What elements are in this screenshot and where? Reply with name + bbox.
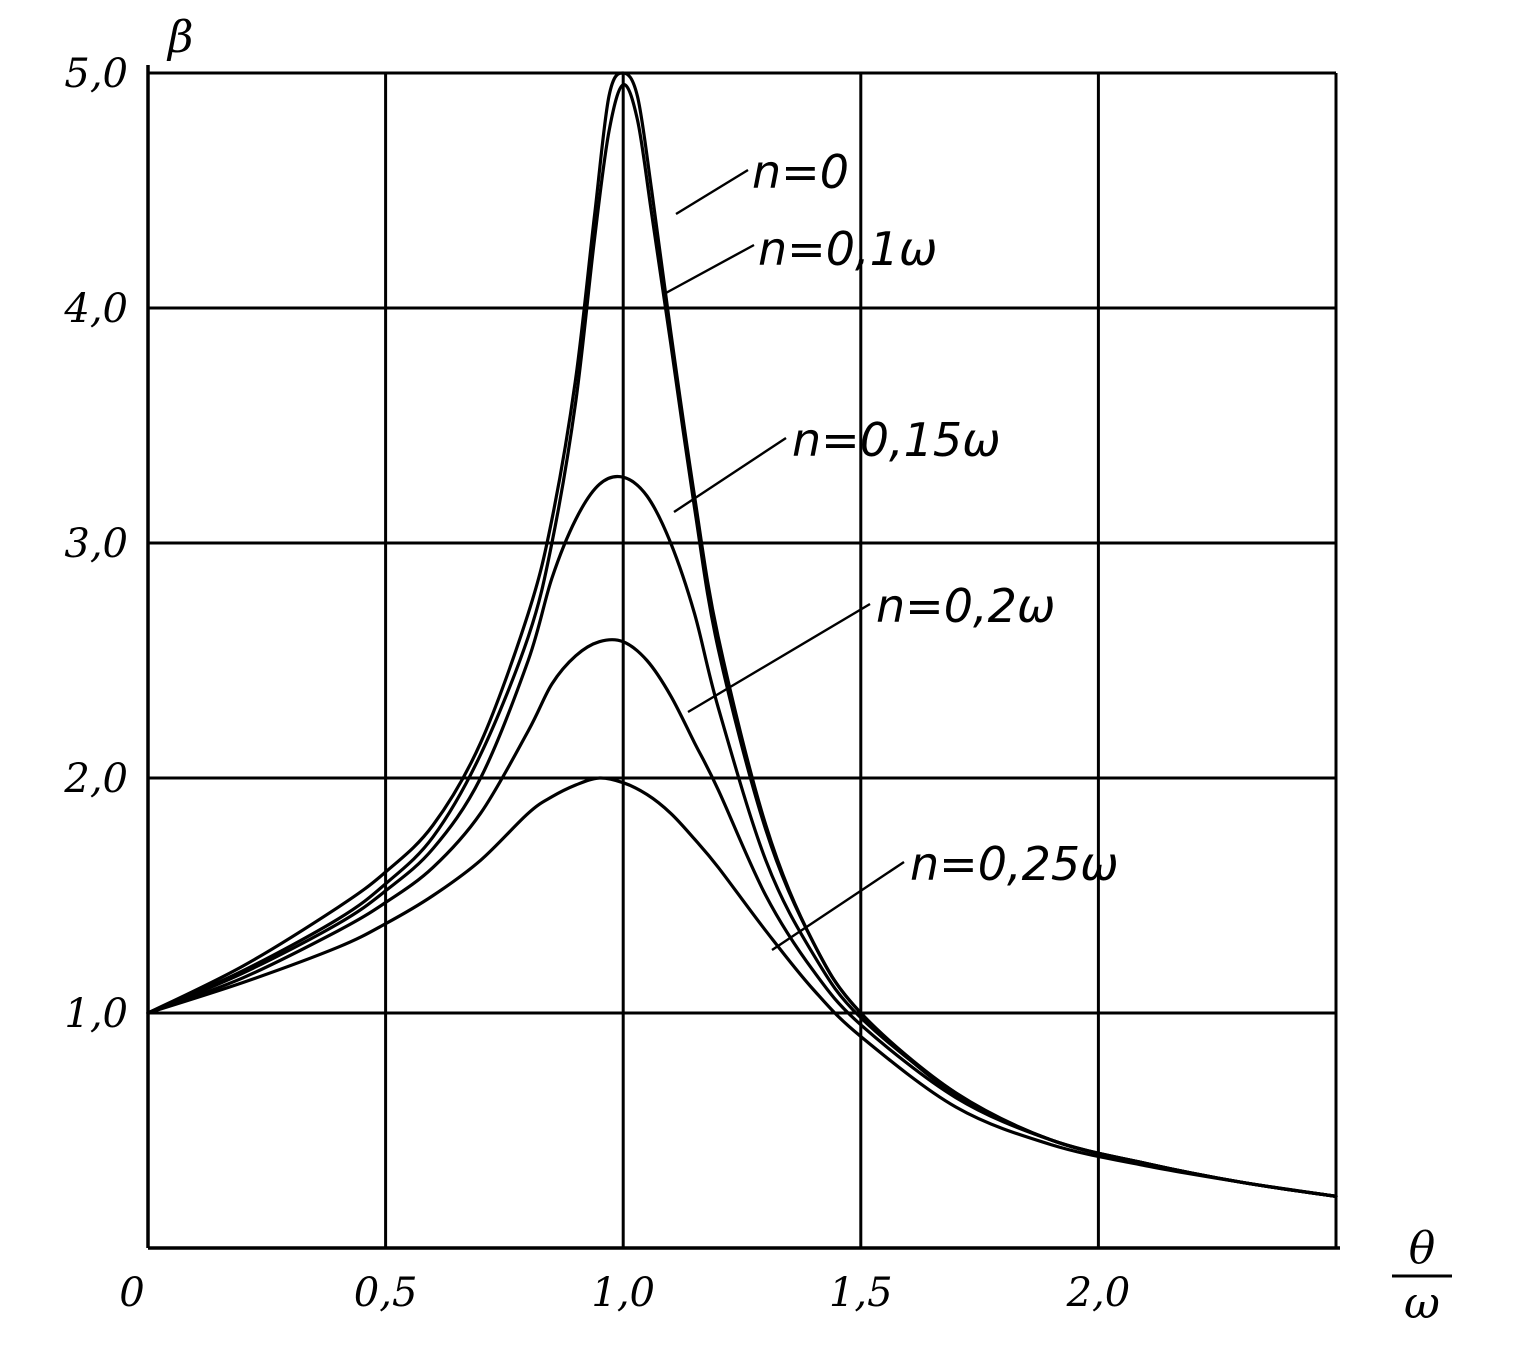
- tick-labels: 1,0 2,0 3,0 4,0 5,0 0 0,5 1,0 1,5 2,0: [63, 51, 1130, 1316]
- series-label-4: n=0,2ω: [876, 579, 1055, 633]
- curves: [146, 71, 1338, 1198]
- curve-labels: n=0 n=0,1ω n=0,15ω n=0,2ω n=0,25ω: [752, 145, 1119, 891]
- x-tick-label: 2,0: [1066, 1270, 1131, 1316]
- series-label-2: n=0,1ω: [758, 222, 937, 276]
- y-tick-label: 5,0: [64, 51, 128, 97]
- series-line-1: [146, 71, 1338, 1198]
- series-label-leader-2: [663, 243, 755, 296]
- label-leaders: [663, 168, 905, 951]
- series-line-3: [146, 474, 1338, 1198]
- y-tick-label: 1,0: [64, 991, 128, 1037]
- series-line-4: [146, 638, 1338, 1198]
- x-tick-label: 0,5: [354, 1270, 418, 1316]
- y-tick-label: 4,0: [63, 286, 128, 332]
- x-axis-label-denominator: ω: [1404, 1278, 1440, 1329]
- series-label-5: n=0,25ω: [910, 837, 1119, 891]
- series-label-leader-5: [771, 861, 905, 951]
- grid: [146, 65, 1340, 1250]
- series-label-leader-3: [673, 436, 787, 514]
- x-tick-label: 1,5: [829, 1270, 893, 1316]
- series-label-leader-4: [687, 602, 871, 714]
- x-tick-label: 1,0: [591, 1270, 655, 1316]
- series-label-leader-1: [675, 168, 749, 216]
- series-line-5: [146, 776, 1338, 1198]
- y-axis-label: β: [166, 12, 193, 63]
- y-tick-label: 3,0: [64, 521, 128, 567]
- series-label-1: n=0: [752, 145, 849, 199]
- x-axis-label-numerator: θ: [1409, 1223, 1436, 1274]
- series-label-3: n=0,15ω: [792, 413, 1001, 467]
- y-tick-label: 2,0: [63, 756, 128, 802]
- x-tick-label: 0: [119, 1270, 144, 1316]
